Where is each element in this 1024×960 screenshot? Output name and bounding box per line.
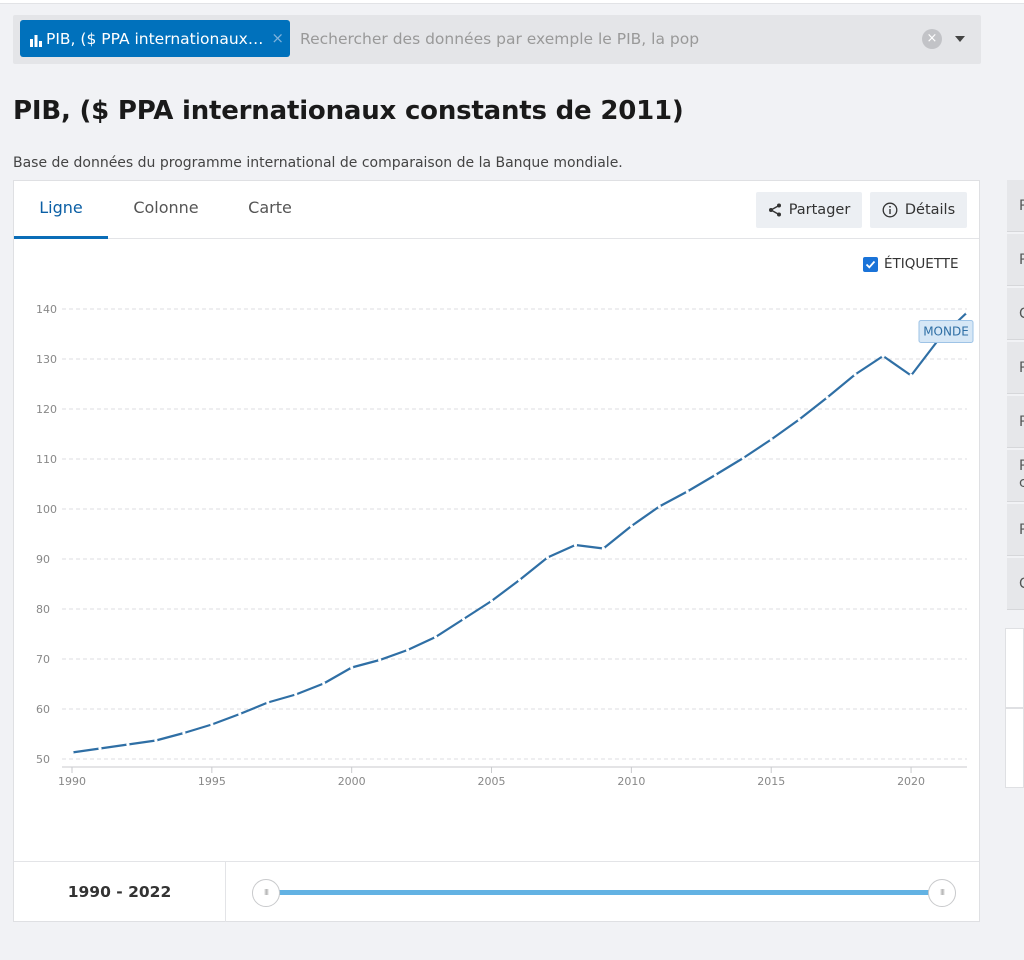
- data-point: [797, 417, 801, 422]
- y-tick-label: 90: [36, 553, 50, 566]
- tab-colonne[interactable]: Colonne: [133, 198, 199, 217]
- clear-search-icon[interactable]: ×: [922, 29, 942, 49]
- range-slider-end-handle[interactable]: III: [928, 879, 956, 907]
- data-point: [573, 543, 578, 547]
- data-point: [965, 310, 969, 315]
- x-tick-label: 2020: [897, 775, 925, 788]
- data-point: [769, 437, 773, 442]
- y-tick-label: 110: [36, 453, 57, 466]
- range-slider-track[interactable]: [266, 890, 942, 895]
- series-label-box: [918, 320, 974, 343]
- x-tick-label: 2010: [617, 775, 645, 788]
- data-point: [517, 578, 522, 582]
- share-icon: [768, 203, 782, 217]
- page-subtitle: Base de données du programme internation…: [13, 155, 623, 171]
- data-point: [909, 373, 913, 378]
- y-tick-label: 140: [36, 303, 57, 316]
- data-point: [182, 731, 186, 735]
- data-point: [70, 750, 74, 755]
- data-point: [545, 555, 550, 560]
- chip-close-icon[interactable]: ×: [271, 29, 284, 47]
- indicator-chip[interactable]: PIB, ($ PPA internationaux… ×: [20, 20, 290, 57]
- data-point: [210, 722, 214, 727]
- data-point: [657, 504, 661, 509]
- data-point: [266, 700, 270, 705]
- right-panel-item[interactable]: P c: [1007, 450, 1024, 502]
- right-panel-item[interactable]: C: [1007, 288, 1024, 340]
- data-point: [378, 658, 382, 662]
- tab-carte[interactable]: Carte: [248, 198, 292, 217]
- chart-card: Ligne Colonne Carte Partager Détails ÉTI…: [13, 180, 980, 922]
- bar-chart-icon: [30, 33, 42, 47]
- details-button[interactable]: Détails: [870, 192, 967, 228]
- label-toggle[interactable]: ÉTIQUETTE: [863, 256, 959, 272]
- y-tick-label: 50: [36, 753, 50, 766]
- series-line: [71, 311, 968, 754]
- data-point: [461, 617, 466, 621]
- tab-ligne[interactable]: Ligne: [14, 181, 108, 239]
- data-point: [322, 681, 326, 686]
- y-tick-label: 80: [36, 603, 50, 616]
- x-tick-label: 2000: [338, 775, 366, 788]
- right-panel-item[interactable]: P: [1007, 396, 1024, 448]
- right-panel-item[interactable]: P: [1007, 504, 1024, 556]
- info-icon: [882, 202, 898, 218]
- share-button[interactable]: Partager: [756, 192, 862, 228]
- data-point: [741, 456, 745, 460]
- data-point: [154, 738, 158, 743]
- data-point: [406, 648, 410, 652]
- data-point: [685, 489, 689, 494]
- y-tick-label: 100: [36, 503, 57, 516]
- search-bar[interactable]: PIB, ($ PPA internationaux… × ×: [13, 15, 981, 64]
- right-panel-item[interactable]: P: [1007, 342, 1024, 394]
- search-input[interactable]: [300, 24, 860, 54]
- data-point: [126, 742, 130, 747]
- data-point: [489, 599, 494, 603]
- right-panel-item[interactable]: P: [1007, 180, 1024, 232]
- x-tick-label: 1995: [198, 775, 226, 788]
- right-panel-item[interactable]: P: [1007, 234, 1024, 286]
- checkbox-checked-icon[interactable]: [863, 256, 878, 272]
- share-label: Partager: [788, 202, 851, 218]
- data-point: [350, 665, 354, 670]
- right-panel-card: [1005, 628, 1024, 708]
- data-point: [629, 524, 633, 528]
- range-slider-start-handle[interactable]: III: [252, 879, 280, 907]
- range-bar: 1990 - 2022 III III: [14, 861, 979, 922]
- chevron-down-icon[interactable]: [955, 36, 965, 42]
- chart-tabs: Ligne Colonne Carte Partager Détails: [14, 181, 979, 239]
- top-strip: [0, 0, 1024, 4]
- data-point: [601, 546, 606, 551]
- range-label: 1990 - 2022: [14, 862, 226, 922]
- series-label: MONDE: [923, 325, 969, 339]
- right-panel-item[interactable]: C: [1007, 558, 1024, 610]
- label-toggle-text: ÉTIQUETTE: [884, 256, 959, 272]
- x-tick-label: 2005: [478, 775, 506, 788]
- data-point: [294, 692, 298, 697]
- data-point: [881, 354, 885, 358]
- y-tick-label: 60: [36, 703, 50, 716]
- details-label: Détails: [904, 202, 956, 218]
- x-tick-label: 1990: [58, 775, 86, 788]
- data-point: [238, 712, 242, 716]
- data-point: [433, 635, 438, 639]
- y-tick-label: 70: [36, 653, 50, 666]
- page-title: PIB, ($ PPA internationaux constants de …: [13, 96, 684, 126]
- y-tick-label: 120: [36, 403, 57, 416]
- indicator-chip-label: PIB, ($ PPA internationaux…: [46, 29, 264, 48]
- x-tick-label: 2015: [757, 775, 785, 788]
- data-point: [825, 395, 829, 400]
- data-point: [98, 746, 102, 751]
- line-chart: 50 60 70 80 90 100 110 120 130 140 1990 1995 2000 200…: [36, 303, 974, 788]
- data-point: [713, 473, 717, 477]
- data-point: [853, 372, 857, 377]
- right-panel-card: [1005, 708, 1024, 788]
- y-tick-label: 130: [36, 353, 57, 366]
